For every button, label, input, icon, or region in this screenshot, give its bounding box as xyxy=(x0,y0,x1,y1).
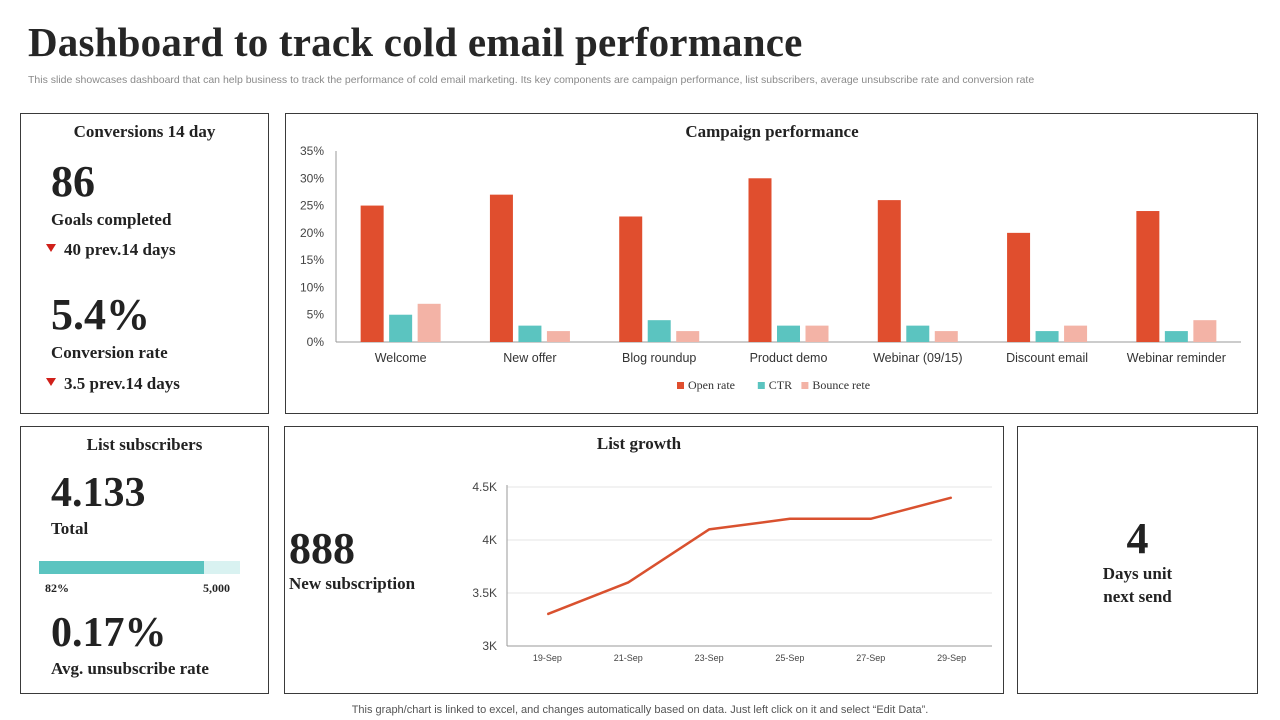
x-tick-label: Blog roundup xyxy=(622,351,696,365)
goals-completed-value: 86 xyxy=(51,157,95,206)
y-tick-label: 10% xyxy=(300,280,324,294)
x-tick-label: New offer xyxy=(503,351,556,365)
conversions-title: Conversions 14 day xyxy=(73,122,216,141)
chart-title: List growth xyxy=(597,434,682,453)
bar xyxy=(906,325,930,342)
conversion-rate-prev-period: 3.5 prev.14 days xyxy=(64,374,180,393)
x-tick-label: Webinar (09/15) xyxy=(873,351,962,365)
days-until-send-value: 4 xyxy=(1126,514,1149,563)
series-line xyxy=(546,496,952,616)
bar xyxy=(1035,331,1059,342)
bar xyxy=(1193,320,1217,342)
x-tick-label: 27-Sep xyxy=(856,653,885,663)
list-growth-panel: 888 New subscription List growth 3K 3.5K 4K… xyxy=(284,426,1004,694)
legend-swatch xyxy=(801,382,809,389)
chart-title: Campaign performance xyxy=(685,122,859,141)
bar xyxy=(877,200,901,342)
down-arrow-icon xyxy=(46,244,56,252)
bar xyxy=(647,320,671,342)
campaign-performance-chart: Campaign performance 0% 5% 10% 15% 20% 25% 30% 3… xyxy=(300,122,1241,392)
y-tick-label: 20% xyxy=(300,226,324,240)
legend-label: CTR xyxy=(769,378,792,392)
data-point xyxy=(627,581,629,583)
x-tick-label: 29-Sep xyxy=(937,653,966,663)
x-tick-label: Webinar reminder xyxy=(1127,351,1226,365)
new-subscription-label: New subscription xyxy=(289,574,416,593)
bar xyxy=(360,205,384,342)
x-tick-label: Welcome xyxy=(375,351,427,365)
unsubscribe-rate-value: 0.17% xyxy=(51,610,167,656)
data-point xyxy=(546,613,548,615)
x-tick-label: Discount email xyxy=(1006,351,1088,365)
y-tick-label: 3K xyxy=(482,639,497,653)
days-label-line2: next send xyxy=(1103,587,1172,606)
data-point xyxy=(708,528,710,530)
footer-note: This graph/chart is linked to excel, and… xyxy=(351,704,929,716)
bar xyxy=(1007,232,1031,342)
subscriber-progress-fill xyxy=(39,561,204,574)
bar xyxy=(934,331,958,342)
bar xyxy=(805,325,829,342)
bar xyxy=(389,314,413,342)
total-subscribers-value: 4.133 xyxy=(51,470,146,516)
y-tick-label: 4.5K xyxy=(472,480,497,494)
days-label-line1: Days unit xyxy=(1102,564,1173,583)
bar xyxy=(518,325,542,342)
x-tick-label: 23-Sep xyxy=(695,653,724,663)
bar xyxy=(1136,211,1160,342)
y-tick-label: 3.5K xyxy=(472,586,497,600)
down-arrow-icon xyxy=(46,378,56,386)
bar xyxy=(1064,325,1088,342)
next-send-panel: 4 Days unit next send xyxy=(1017,426,1258,694)
list-subscribers-title: List subscribers xyxy=(86,435,203,454)
y-tick-label: 5% xyxy=(307,308,325,322)
page-title: Dashboard to track cold email performanc… xyxy=(28,19,803,65)
data-point xyxy=(951,497,953,499)
list-growth-chart: List growth 3K 3.5K 4K 4.5K 19-Sep 21-Sep 23-Se… xyxy=(472,434,992,663)
legend-label: Open rate xyxy=(688,378,735,392)
bar xyxy=(676,331,700,342)
bar xyxy=(1164,331,1188,342)
page-subtitle: This slide showcases dashboard that can … xyxy=(28,74,1035,86)
x-tick-label: 25-Sep xyxy=(775,653,804,663)
x-tick-label: Product demo xyxy=(750,351,828,365)
unsubscribe-rate-label: Avg. unsubscribe rate xyxy=(51,659,209,678)
y-tick-label: 0% xyxy=(307,335,325,349)
goals-prev-period: 40 prev.14 days xyxy=(64,240,176,259)
y-tick-label: 15% xyxy=(300,253,324,267)
y-tick-label: 4K xyxy=(482,533,497,547)
data-point xyxy=(789,518,791,520)
legend-label: Bounce rete xyxy=(812,378,870,392)
campaign-performance-panel: Campaign performance 0% 5% 10% 15% 20% 25% 30% 3… xyxy=(285,113,1258,414)
y-tick-label: 25% xyxy=(300,199,324,213)
x-tick-label: 19-Sep xyxy=(533,653,562,663)
bar xyxy=(748,178,772,342)
list-subscribers-panel: List subscribers 4.133 Total 82% 5,000 0… xyxy=(20,426,269,694)
goals-completed-label: Goals completed xyxy=(51,210,172,229)
progress-percent-label: 82% xyxy=(45,581,69,595)
y-tick-label: 30% xyxy=(300,171,324,185)
legend-swatch xyxy=(677,382,684,389)
conversion-rate-label: Conversion rate xyxy=(51,343,168,362)
new-subscription-value: 888 xyxy=(289,524,355,573)
total-subscribers-label: Total xyxy=(51,519,89,538)
bar xyxy=(489,194,513,342)
x-tick-label: 21-Sep xyxy=(614,653,643,663)
bar xyxy=(777,325,800,342)
data-point xyxy=(870,518,872,520)
progress-max-label: 5,000 xyxy=(203,581,230,595)
conversion-rate-value: 5.4% xyxy=(51,290,150,339)
bar xyxy=(417,303,441,342)
conversions-panel: Conversions 14 day 86 Goals completed 40… xyxy=(20,113,269,414)
legend-swatch xyxy=(757,382,765,389)
bar xyxy=(546,331,570,342)
subscriber-progress-track xyxy=(39,561,240,574)
bar xyxy=(619,216,643,342)
y-tick-label: 35% xyxy=(300,144,324,158)
